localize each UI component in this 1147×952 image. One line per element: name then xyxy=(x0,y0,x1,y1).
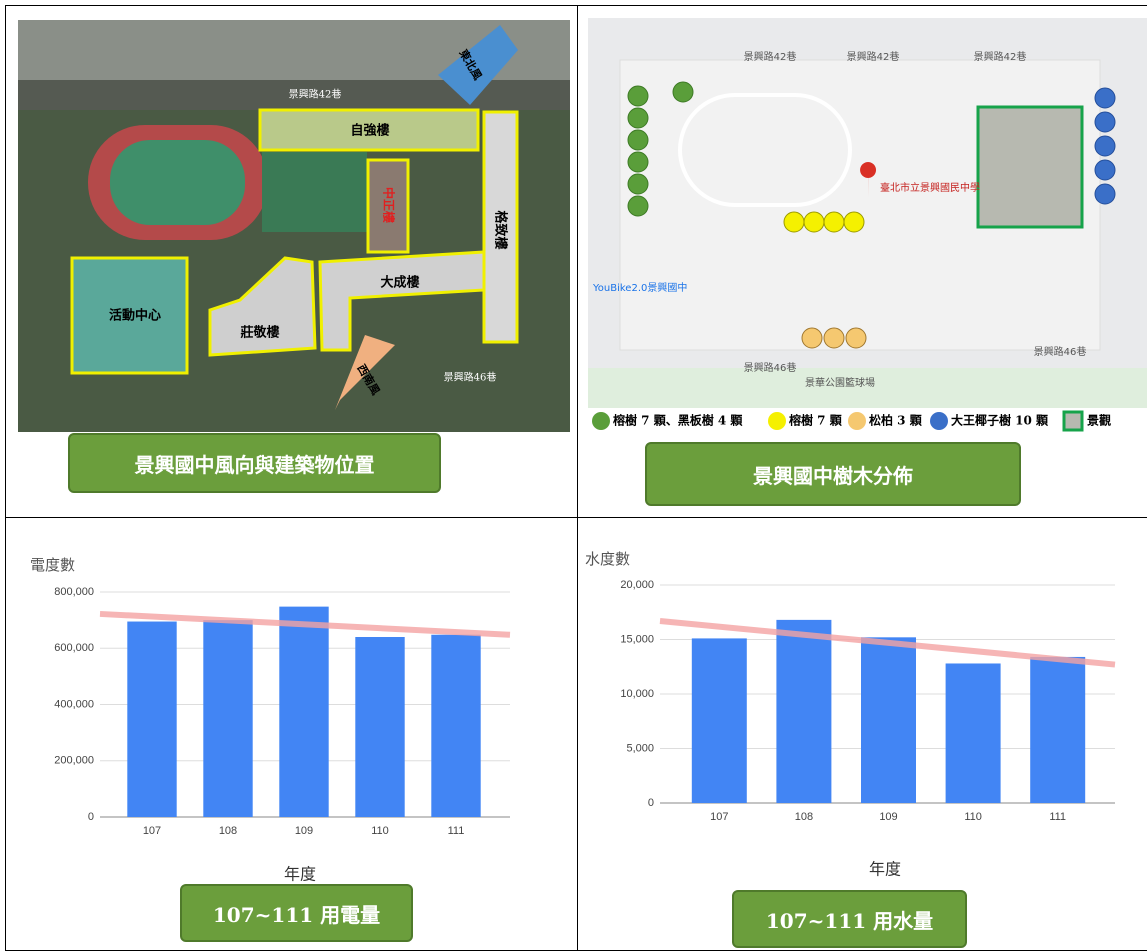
map-label: 景華公園籃球場 xyxy=(805,376,875,389)
y-tick-label: 600,000 xyxy=(54,642,94,654)
map-label: 大成樓 xyxy=(380,275,419,291)
map-label: YouBike2.0景興國中 xyxy=(592,281,687,294)
y-tick-label: 800,000 xyxy=(54,586,94,598)
y-tick-label: 0 xyxy=(88,811,94,823)
caption: 景興國中樹木分佈 xyxy=(645,442,1021,506)
border xyxy=(5,517,1147,518)
x-tick-label: 107 xyxy=(710,811,728,823)
map-label: 莊敬樓 xyxy=(240,325,279,341)
y-tick-label: 10,000 xyxy=(620,688,654,700)
legend-label: 松柏 3 顆 xyxy=(869,413,923,428)
x-tick-label: 110 xyxy=(964,811,982,823)
bar xyxy=(691,638,747,803)
y-tick-label: 15,000 xyxy=(620,633,654,645)
x-axis-title: 年度 xyxy=(284,865,316,884)
x-tick-label: 109 xyxy=(295,825,313,837)
bar xyxy=(431,634,481,817)
x-tick-label: 108 xyxy=(795,811,813,823)
y-tick-label: 5,000 xyxy=(626,742,654,754)
border xyxy=(5,950,1147,951)
map-label: 活動中心 xyxy=(109,308,161,324)
map-label: 景興路42巷 xyxy=(289,88,342,101)
bar xyxy=(776,619,832,803)
legend-label: 榕樹 7 顆、黑板樹 4 顆 xyxy=(613,413,743,428)
x-tick-label: 111 xyxy=(1049,811,1066,823)
legend-label: 榕樹 7 顆 xyxy=(789,413,843,428)
map-label: 自強樓 xyxy=(350,123,389,139)
x-tick-label: 109 xyxy=(879,811,897,823)
bar xyxy=(861,637,916,803)
bar xyxy=(127,621,177,817)
y-axis-title: 電度數 xyxy=(30,556,75,574)
map-label: 臺北市立景興國民中學 xyxy=(880,181,980,194)
border xyxy=(5,5,6,951)
x-axis-title: 年度 xyxy=(869,860,901,879)
bar xyxy=(1030,656,1086,803)
caption: 景興國中風向與建築物位置 xyxy=(68,433,441,493)
map-label: 景興路46巷 xyxy=(744,361,797,374)
x-tick-label: 111 xyxy=(448,825,465,837)
y-tick-label: 20,000 xyxy=(620,579,654,591)
legend-label: 景觀 xyxy=(1087,413,1111,428)
y-axis-title: 水度數 xyxy=(585,550,630,568)
bar xyxy=(945,663,1001,803)
legend-label: 大王椰子樹 10 顆 xyxy=(951,413,1049,428)
map-label: 景興路42巷 xyxy=(847,50,900,63)
x-tick-label: 110 xyxy=(371,825,389,837)
tree-map: 臺北市立景興國民中學 景興路42巷 景興路42巷 景興路42巷 景興路46巷 景… xyxy=(588,18,1147,434)
map-label: 中正樓 xyxy=(382,187,397,223)
border xyxy=(5,5,1147,6)
map-label: 景興路46巷 xyxy=(1034,345,1087,358)
x-tick-label: 107 xyxy=(143,825,161,837)
bar xyxy=(355,637,405,817)
trend-line xyxy=(659,617,1116,668)
caption: 107~111 用電量 xyxy=(180,884,413,942)
map-label: 景興路42巷 xyxy=(744,50,797,63)
y-tick-label: 400,000 xyxy=(54,698,94,710)
caption: 107~111 用水量 xyxy=(732,890,967,948)
aerial-map: 自強樓 中正樓 大成樓 莊敬樓 格致樓 活動中心 東北風 西南風 景興路42巷 … xyxy=(18,20,570,432)
border xyxy=(577,5,578,951)
x-tick-label: 108 xyxy=(219,825,237,837)
map-label: 景興路42巷 xyxy=(974,50,1027,63)
map-label: 格致樓 xyxy=(493,210,509,249)
y-tick-label: 0 xyxy=(648,797,654,809)
trend-line xyxy=(99,610,511,638)
map-label: 景興路46巷 xyxy=(444,371,497,384)
bar xyxy=(279,606,329,817)
bar xyxy=(203,620,253,817)
y-tick-label: 200,000 xyxy=(54,755,94,767)
